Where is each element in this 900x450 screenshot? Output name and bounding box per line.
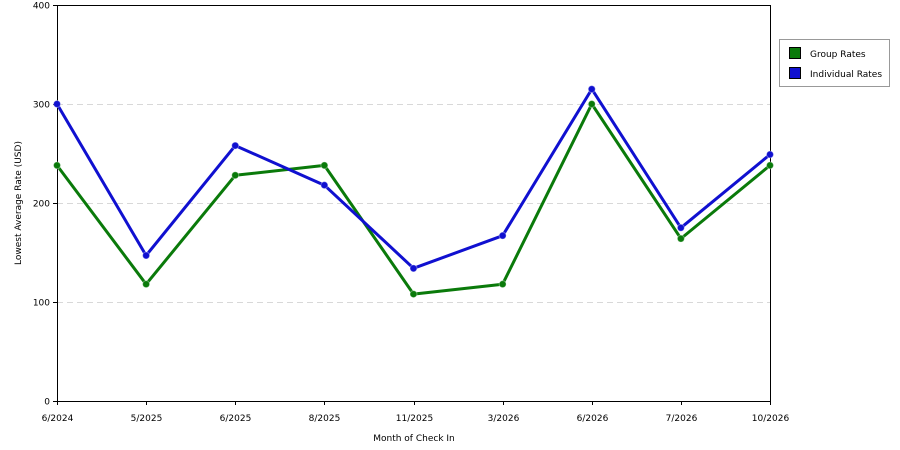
data-point-group-rates — [142, 280, 151, 289]
data-point-individual-rates — [409, 264, 418, 273]
data-point-group-rates — [231, 171, 240, 180]
legend-label-group-rates: Group Rates — [810, 50, 866, 60]
y-axis-title: Lowest Average Rate (USD) — [14, 141, 24, 265]
x-tick-label: 6/2025 — [220, 414, 252, 424]
x-tick-label: 10/2026 — [752, 414, 790, 424]
series-line-individual-rates — [55, 87, 771, 270]
x-tick-label: 8/2025 — [309, 414, 341, 424]
y-ticks: 0 100 200 300 400 — [33, 2, 57, 408]
y-tick-label: 400 — [33, 2, 50, 12]
data-point-group-rates — [498, 280, 507, 289]
x-axis-title: Month of Check In — [373, 434, 455, 444]
x-ticks: 6/2024 5/2025 6/2025 8/2025 11/2025 3/2026 6/2… — [42, 401, 790, 424]
data-point-individual-rates — [320, 181, 329, 190]
x-tick-label: 5/2025 — [131, 414, 163, 424]
data-point-group-rates — [676, 234, 685, 243]
x-tick-label: 3/2026 — [488, 414, 520, 424]
x-tick-label: 11/2025 — [396, 414, 433, 424]
data-point-individual-rates — [676, 223, 685, 232]
legend-label-individual-rates: Individual Rates — [810, 70, 882, 80]
x-tick-label: 6/2026 — [577, 414, 609, 424]
data-point-individual-rates — [766, 150, 774, 159]
data-point-individual-rates — [587, 85, 596, 94]
legend-swatch-group-rates — [789, 47, 801, 59]
x-tick-label: 7/2026 — [666, 414, 698, 424]
legend-swatch-individual-rates — [789, 67, 801, 79]
data-point-group-rates — [587, 100, 596, 108]
data-point-individual-rates — [498, 231, 507, 240]
data-point-group-rates — [766, 161, 774, 170]
data-point-group-rates — [53, 161, 61, 170]
series-lines — [53, 85, 774, 299]
y-tick-label: 100 — [33, 299, 50, 309]
legend: Group Rates Individual Rates — [779, 39, 890, 87]
y-tick-label: 300 — [33, 101, 50, 111]
y-tick-label: 0 — [44, 398, 50, 408]
grid-lines — [57, 104, 770, 303]
data-point-group-rates — [409, 290, 418, 299]
y-tick-label: 200 — [33, 200, 50, 210]
x-tick-label: 6/2024 — [42, 414, 74, 424]
data-point-group-rates — [320, 161, 329, 170]
data-point-individual-rates — [142, 251, 151, 260]
data-point-individual-rates — [231, 141, 240, 150]
data-point-individual-rates — [53, 100, 61, 108]
